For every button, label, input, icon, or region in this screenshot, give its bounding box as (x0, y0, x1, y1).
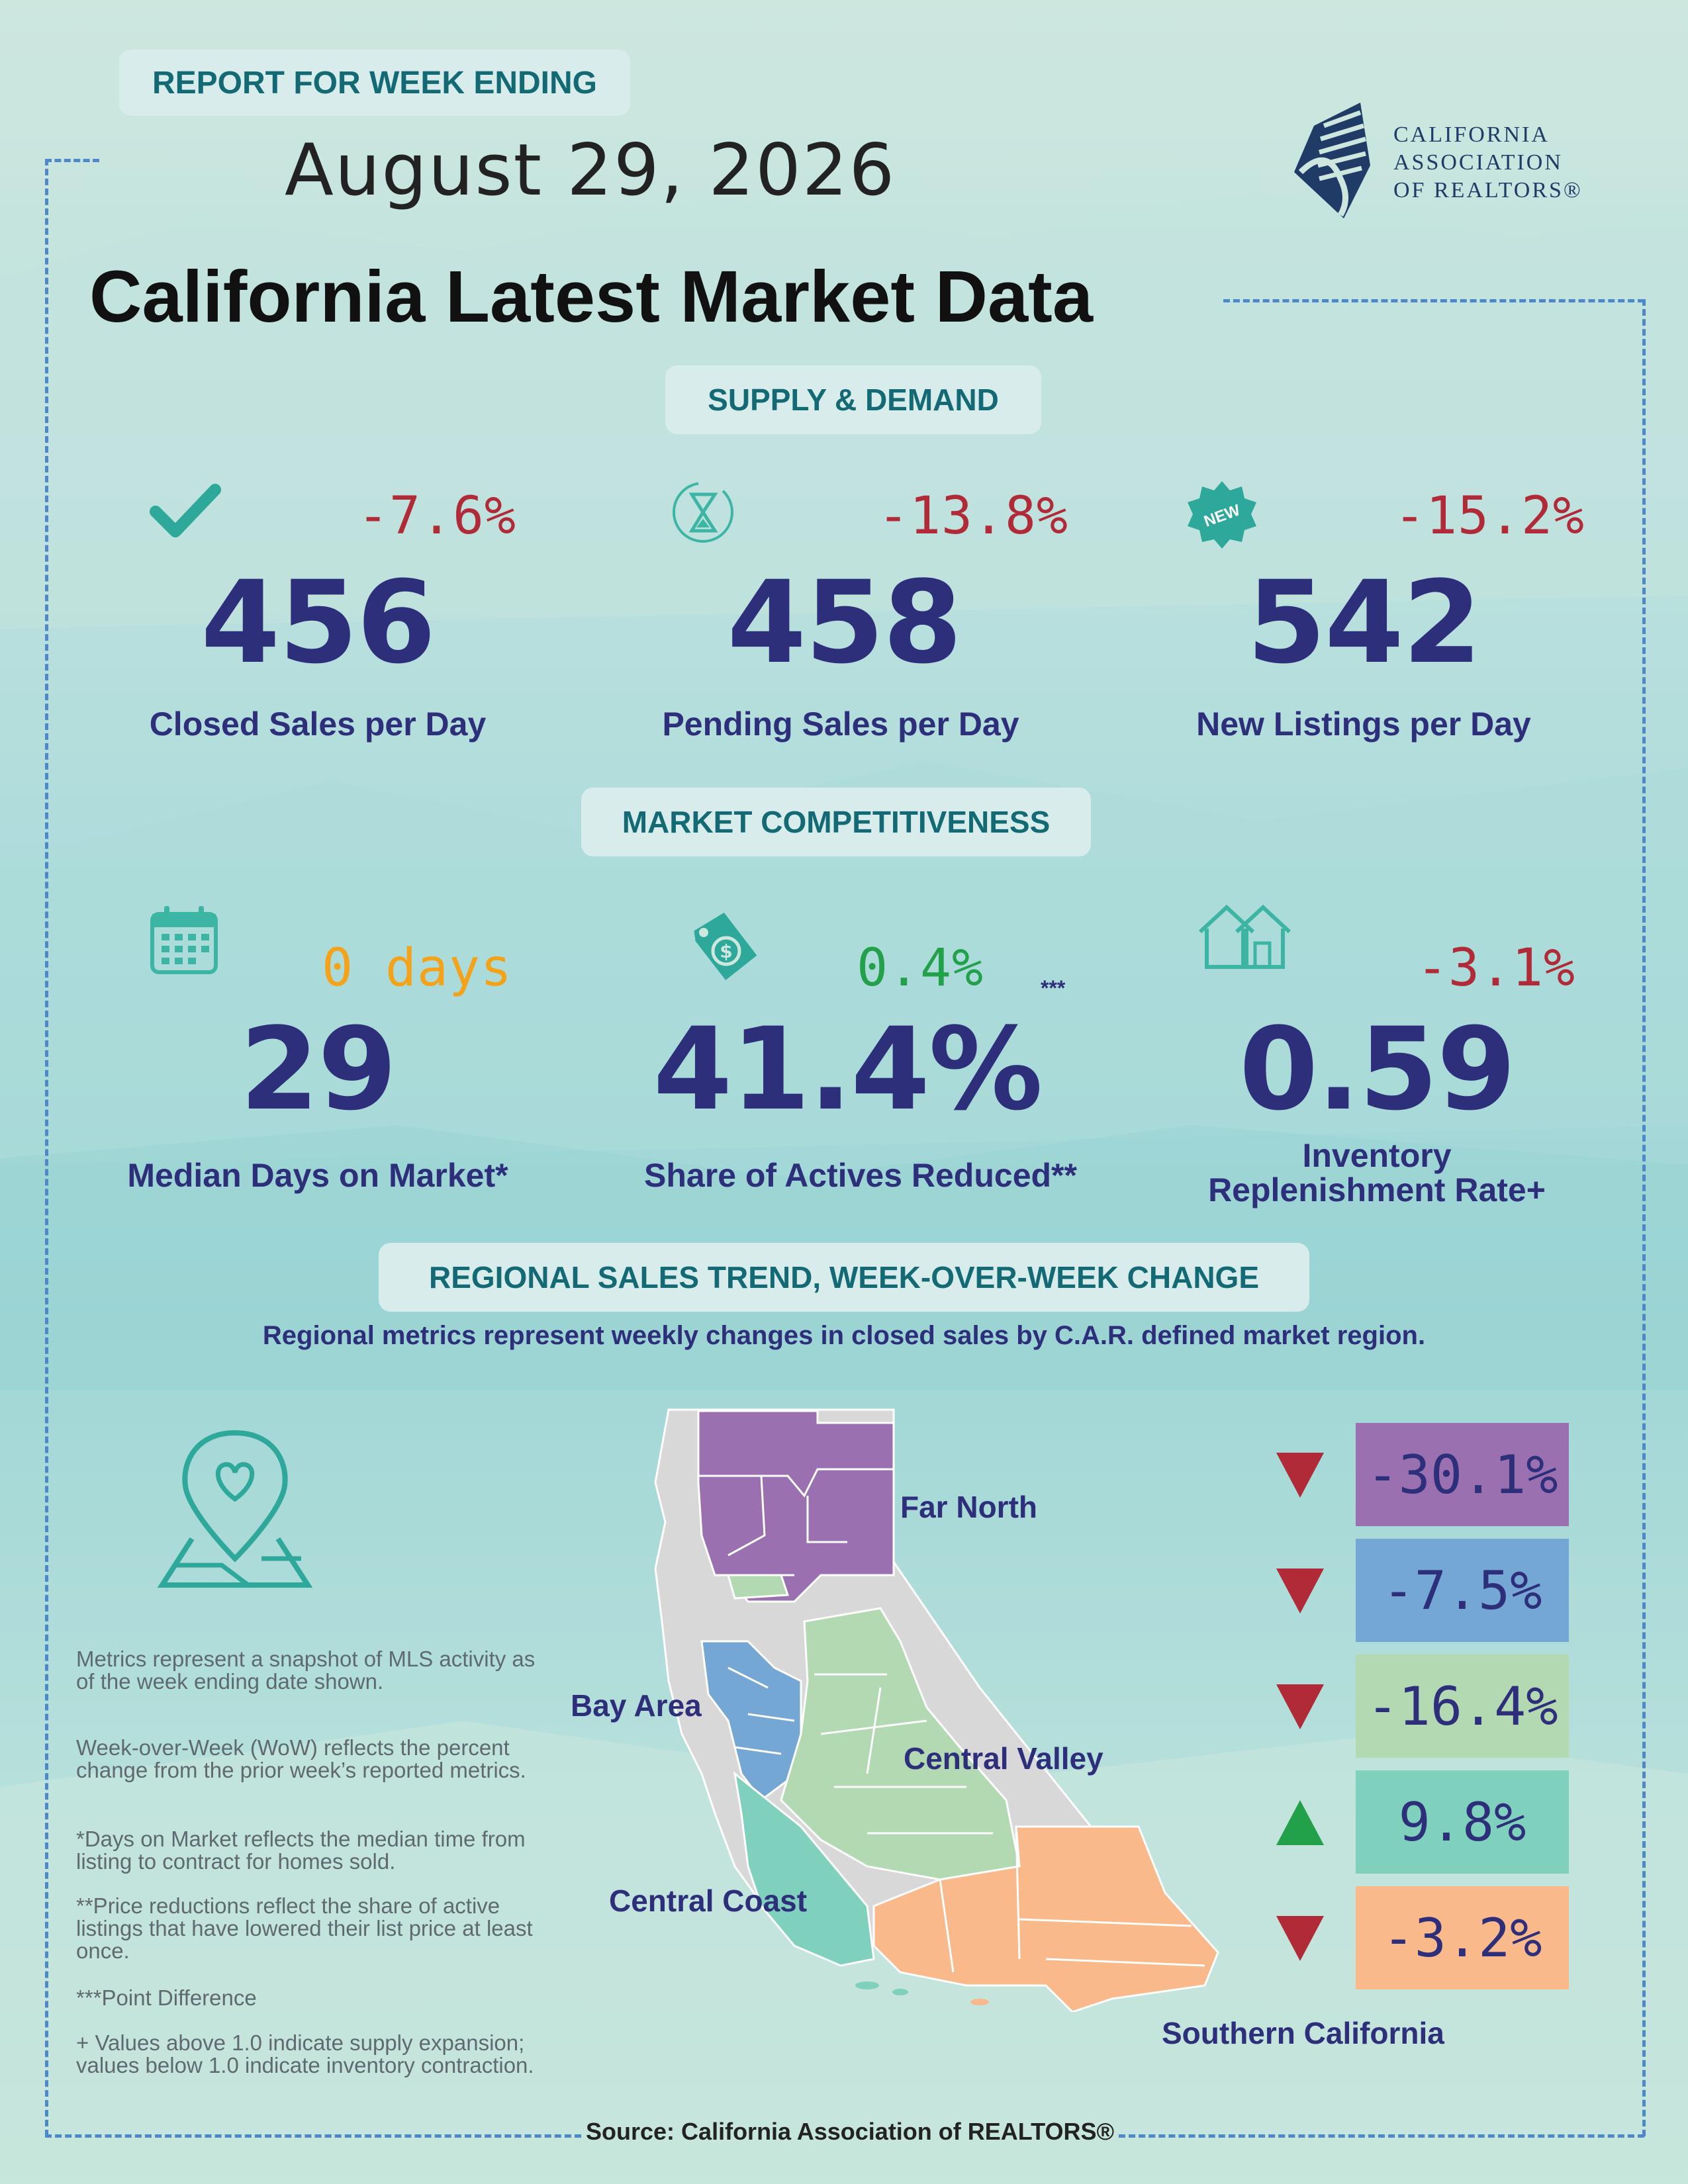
svg-text:$: $ (720, 940, 732, 962)
checkmark-icon (150, 484, 221, 537)
new-listings-label: New Listings per Day (1196, 705, 1531, 743)
map-pin-heart-icon (157, 1430, 313, 1588)
replenishment-label-line: Replenishment Rate+ (1208, 1171, 1546, 1208)
logo-line: CALIFORNIA (1393, 122, 1550, 147)
calendar-icon (150, 906, 218, 974)
days-on-market-value: 29 (240, 1003, 397, 1136)
section-heading-supply-demand: SUPPLY & DEMAND (665, 365, 1041, 434)
region-change-southern-california: -3.2% (1356, 1886, 1569, 1989)
logo-line: ASSOCIATION (1393, 150, 1563, 175)
trend-down-icon (1276, 1569, 1324, 1614)
pending-sales-label: Pending Sales per Day (662, 705, 1019, 743)
region-label-far-north: Far North (900, 1490, 1037, 1524)
map-region-far-north (697, 1410, 895, 1603)
pending-sales-change: -13.8% (878, 486, 1068, 546)
frame-border (45, 2134, 581, 2138)
note-price-reductions: **Price reductions reflect the share of … (76, 1893, 533, 1963)
pending-sales-value: 458 (727, 556, 962, 689)
frame-border (45, 159, 48, 2136)
logo-line: OF REALTORS® (1393, 178, 1583, 203)
note-replenishment: + Values above 1.0 indicate supply expan… (76, 2030, 534, 2077)
houses-icon (1198, 904, 1291, 969)
replenishment-change: -3.1% (1417, 938, 1575, 998)
regional-subheading: Regional metrics represent weekly change… (262, 1321, 1426, 1350)
section-heading-regional: REGIONAL SALES TREND, WEEK-OVER-WEEK CHA… (379, 1243, 1309, 1312)
days-on-market-label: Median Days on Market* (127, 1157, 508, 1194)
replenishment-value: 0.59 (1239, 1003, 1516, 1136)
page-title: California Latest Market Data (89, 256, 1093, 338)
share-reduced-label: Share of Actives Reduced** (644, 1157, 1077, 1194)
map-region-central-coast (733, 1771, 875, 1967)
car-logo-text: CALIFORNIA ASSOCIATION OF REALTORS® (1393, 121, 1583, 205)
share-reduced-value: 41.4% (653, 1003, 1043, 1136)
days-on-market-change: 0 days (322, 938, 512, 998)
closed-sales-change: -7.6% (357, 486, 516, 546)
closed-sales-value: 456 (201, 556, 436, 689)
section-heading-competitiveness: MARKET COMPETITIVENESS (581, 788, 1091, 856)
region-label-bay-area: Bay Area (571, 1688, 702, 1723)
region-change-central-valley: -16.4% (1356, 1655, 1569, 1758)
hourglass-icon (673, 482, 733, 543)
region-label-central-coast: Central Coast (609, 1884, 808, 1918)
region-label-central-valley: Central Valley (904, 1741, 1103, 1776)
frame-border (1223, 299, 1644, 302)
note-days-on-market: *Days on Market reflects the median time… (76, 1827, 526, 1874)
region-change-central-coast: 9.8% (1356, 1770, 1569, 1874)
new-listings-change: -15.2% (1394, 486, 1585, 546)
source-footer: Source: California Association of REALTO… (586, 2118, 1114, 2145)
note-point-difference: ***Point Difference (76, 1985, 257, 2010)
replenishment-label-line: Inventory (1302, 1137, 1452, 1174)
note-snapshot: Metrics represent a snapshot of MLS acti… (76, 1647, 536, 1694)
replenishment-label: Inventory Replenishment Rate+ (1145, 1138, 1609, 1207)
report-label: REPORT FOR WEEK ENDING (119, 50, 630, 116)
frame-border (45, 159, 99, 162)
new-listings-value: 542 (1246, 556, 1481, 689)
frame-border (1642, 299, 1646, 2136)
frame-border (1119, 2134, 1644, 2138)
report-date: August 29, 2026 (285, 129, 896, 212)
trend-down-icon (1276, 1453, 1324, 1498)
share-reduced-note: *** (1041, 976, 1066, 1000)
region-change-far-north: -30.1% (1356, 1423, 1569, 1526)
map-region-southern-california (872, 1825, 1219, 2012)
trend-down-icon (1276, 1684, 1324, 1729)
trend-up-icon (1276, 1800, 1324, 1845)
california-region-map (654, 1408, 1219, 2012)
note-wow: Week-over-Week (WoW) reflects the percen… (76, 1735, 526, 1782)
price-tag-icon: $ (694, 913, 757, 980)
new-badge-icon: NEW (1188, 481, 1256, 549)
closed-sales-label: Closed Sales per Day (149, 705, 487, 743)
region-change-bay-area: -7.5% (1356, 1539, 1569, 1642)
map-region-central-valley (727, 1574, 790, 1600)
region-label-southern-california: Southern California (1162, 2016, 1444, 2050)
share-reduced-change: 0.4% (857, 938, 984, 998)
car-logo-icon (1294, 103, 1370, 218)
trend-down-icon (1276, 1916, 1324, 1961)
